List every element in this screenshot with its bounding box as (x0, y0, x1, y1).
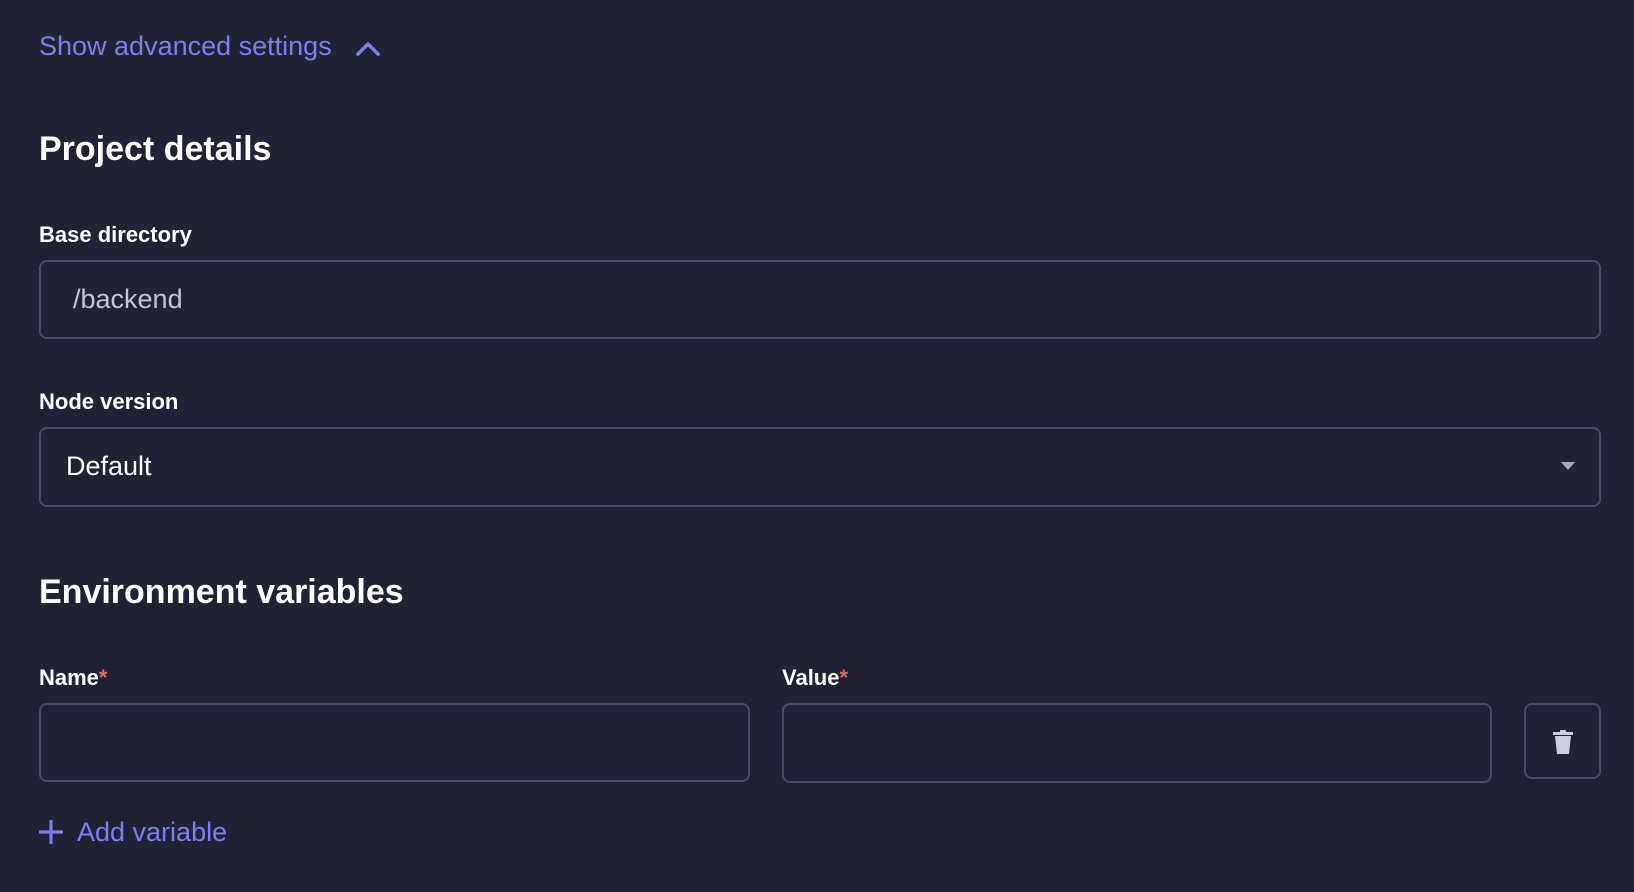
env-value-field[interactable] (782, 703, 1492, 783)
environment-variables-heading: Environment variables (39, 573, 404, 611)
env-value-input[interactable] (784, 705, 1490, 781)
trash-icon (1553, 730, 1573, 754)
show-advanced-settings-label: Show advanced settings (39, 31, 332, 61)
dropdown-caret-icon (1561, 462, 1575, 470)
chevron-up-icon (356, 42, 380, 56)
base-directory-label: Base directory (39, 222, 192, 247)
env-value-label: Value* (782, 665, 849, 690)
show-advanced-settings-toggle[interactable]: Show advanced settings (39, 31, 381, 62)
base-directory-field[interactable] (39, 260, 1601, 339)
env-name-field[interactable] (39, 703, 750, 782)
env-name-input[interactable] (41, 705, 748, 780)
add-variable-label: Add variable (77, 817, 228, 847)
base-directory-input[interactable] (41, 262, 1599, 337)
node-version-selected: Default (66, 451, 152, 481)
required-asterisk: * (839, 665, 849, 690)
node-version-label: Node version (39, 389, 179, 414)
node-version-select[interactable]: Default (39, 427, 1601, 507)
add-variable-button[interactable]: Add variable (38, 817, 228, 848)
project-details-heading: Project details (39, 130, 272, 168)
env-name-label: Name* (39, 665, 108, 690)
delete-variable-button[interactable] (1524, 703, 1601, 779)
plus-icon (38, 819, 64, 845)
required-asterisk: * (98, 665, 108, 690)
